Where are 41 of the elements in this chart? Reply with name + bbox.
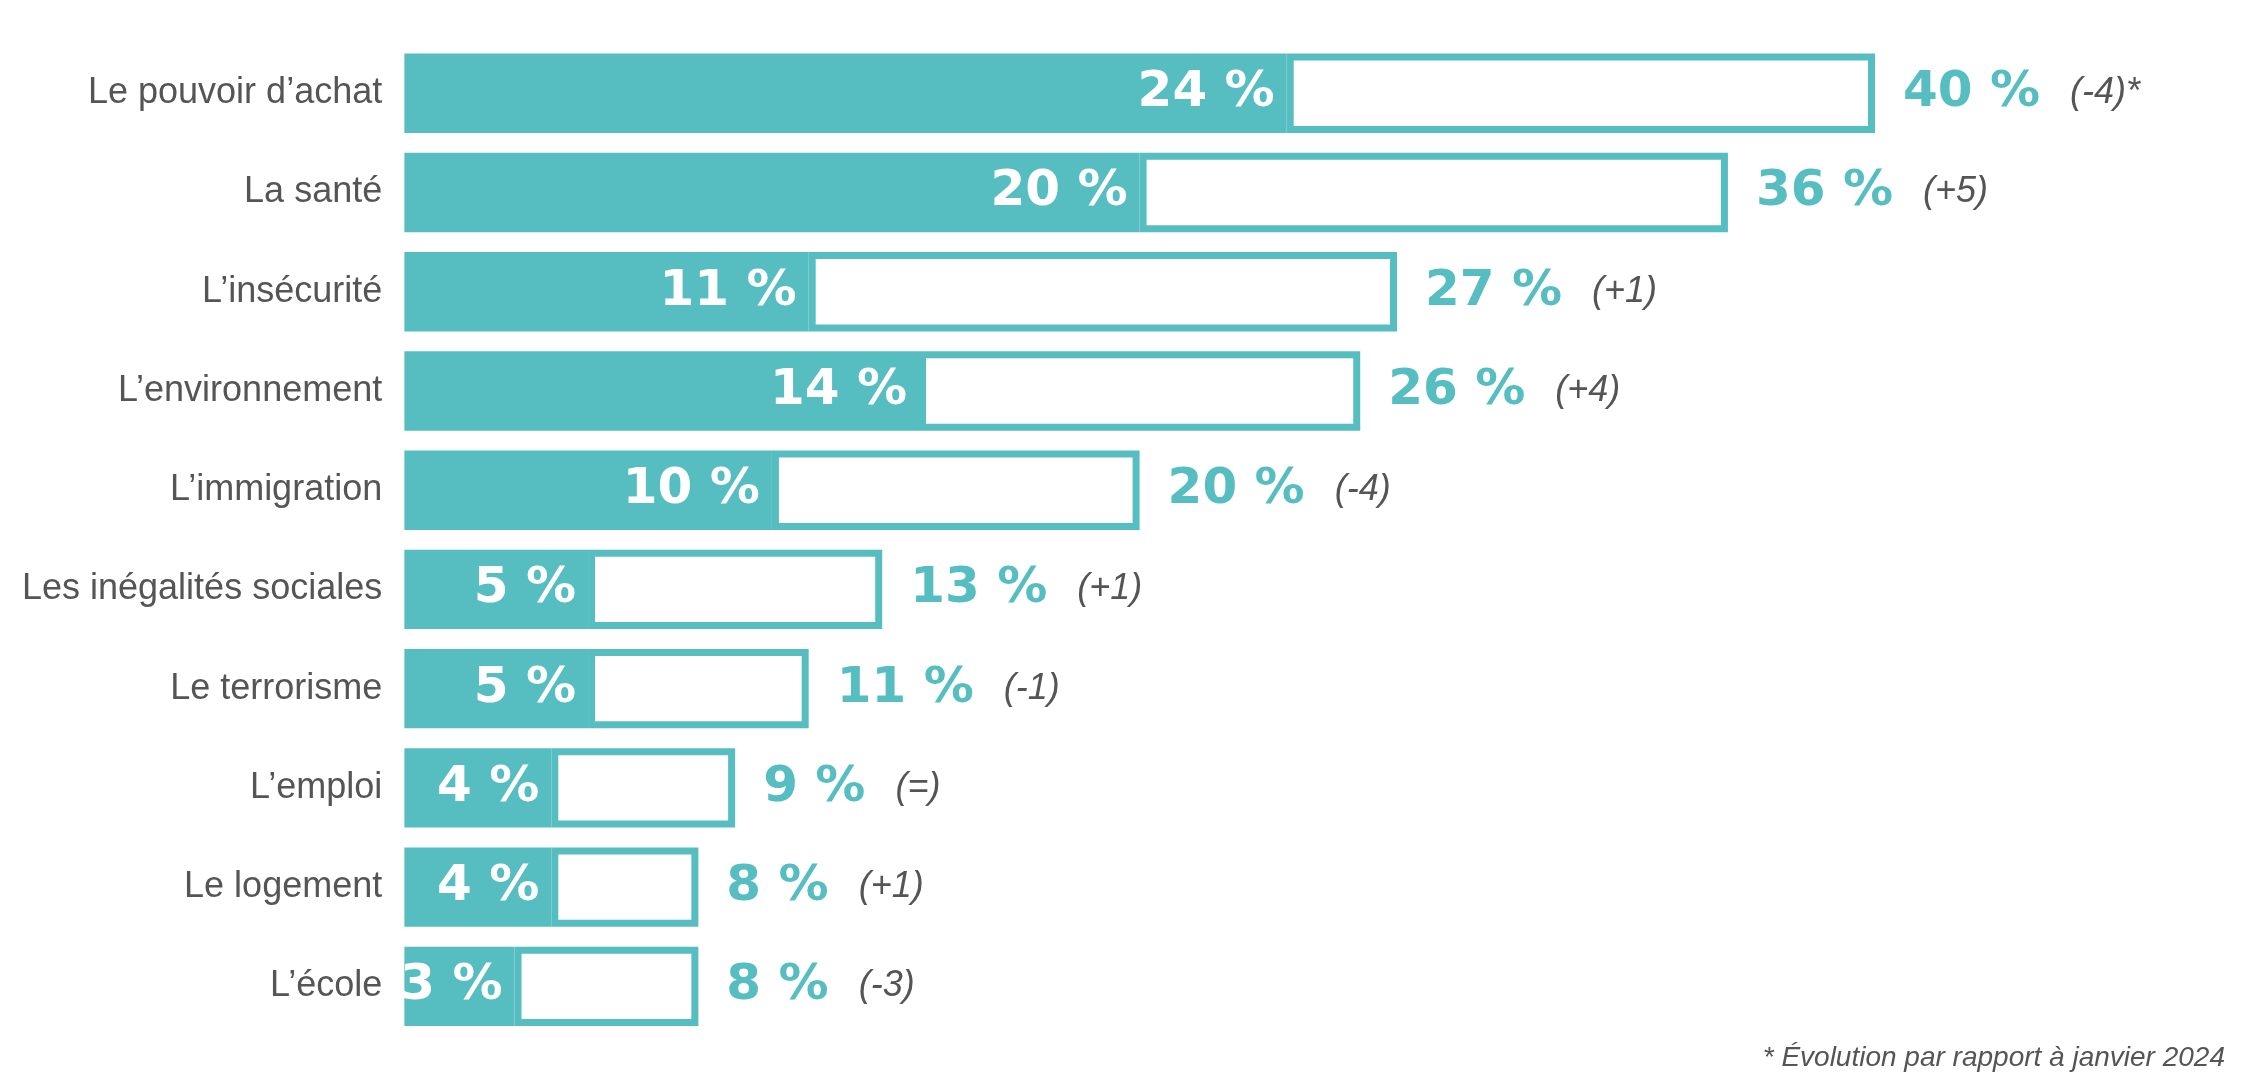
text: (+5)	[1923, 169, 1989, 211]
annotation: (-4)	[1334, 467, 1391, 509]
data-label: 11 %	[659, 258, 797, 317]
total-label: 20 %	[1167, 457, 1305, 516]
annotation: (+1)	[858, 864, 924, 906]
annotation: (+1)	[1077, 566, 1143, 608]
total-label: 26 %	[1388, 357, 1526, 416]
total-label: 13 %	[910, 556, 1048, 615]
data-label: 24 %	[1137, 60, 1275, 119]
y-tick-label: Le pouvoir d’achat	[87, 70, 383, 112]
annotation: (-1)	[1003, 665, 1060, 707]
y-tick-label: L’immigration	[170, 467, 383, 509]
y-tick-label: Les inégalités sociales	[21, 566, 383, 608]
data-label: 5 %	[473, 556, 577, 615]
data-label: 4 %	[436, 854, 540, 913]
data-label: 5 %	[473, 655, 577, 714]
data-label: 10 %	[622, 457, 760, 516]
total-label: 8 %	[726, 953, 829, 1012]
text: (-4)*	[2070, 70, 2142, 112]
y-tick-label: Le logement	[184, 864, 383, 906]
data-label: 3 %	[400, 953, 503, 1012]
total-label: 11 %	[836, 655, 974, 714]
y-tick-label: L’insécurité	[202, 268, 383, 310]
data-label: 4 %	[436, 754, 540, 813]
data-label: 20 %	[990, 159, 1128, 218]
annotation: (+1)	[1592, 268, 1658, 310]
total-label: 27 %	[1424, 258, 1563, 317]
y-tick-label: Le terrorisme	[170, 665, 383, 707]
total-label: 9 %	[763, 754, 866, 813]
total-label: 36 %	[1755, 159, 1894, 218]
y-tick-label: L’emploi	[250, 764, 383, 806]
y-tick-label: L’environnement	[118, 367, 383, 409]
y-tick-label: L’école	[270, 963, 383, 1005]
total-label: 40 %	[1903, 60, 2041, 119]
y-tick-label: La santé	[244, 169, 383, 211]
data-label: 14 %	[769, 357, 907, 416]
text: * Évolution par rapport à janvier 2024	[1762, 1040, 2225, 1072]
annotation: (-3)	[858, 963, 915, 1005]
annotation: (=)	[895, 764, 941, 806]
annotation: (+4)	[1555, 367, 1621, 409]
total-label: 8 %	[726, 854, 829, 913]
